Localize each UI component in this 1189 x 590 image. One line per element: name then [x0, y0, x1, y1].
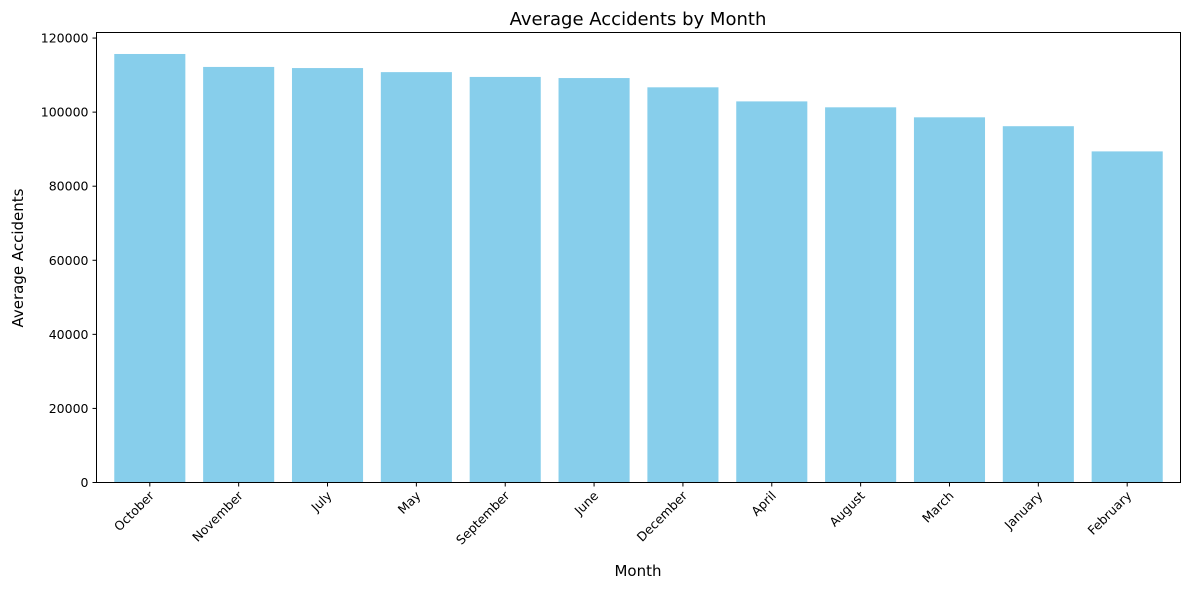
bars-group	[114, 53, 1163, 483]
plot-frame	[96, 32, 1181, 483]
y-axis-ticks: 0 20000 40000 60000 80000 100000 120000	[41, 31, 97, 490]
y-tick-label: 60000	[49, 253, 89, 268]
x-tick-label: June	[571, 488, 602, 519]
x-axis-label: Month	[614, 562, 661, 580]
x-tick-label: March	[919, 488, 957, 526]
x-axis-ticks: October November July May September June Decem…	[111, 482, 1135, 547]
x-tick-label: December	[634, 487, 691, 544]
bar-july	[291, 68, 364, 483]
x-tick-label: October	[111, 487, 158, 534]
y-tick-label: 40000	[49, 327, 89, 342]
y-tick-label: 120000	[41, 31, 89, 46]
x-tick-label: May	[395, 488, 424, 517]
y-tick-label: 0	[81, 475, 89, 490]
y-axis-label: Average Accidents	[9, 188, 27, 327]
bar-april	[736, 101, 808, 483]
y-tick-label: 80000	[49, 179, 89, 194]
bar-december	[647, 87, 719, 483]
x-tick-label: January	[1001, 488, 1046, 533]
y-tick-label: 20000	[49, 401, 89, 416]
chart-title: Average Accidents by Month	[510, 9, 767, 30]
y-tick-label: 100000	[41, 105, 89, 120]
bar-november	[203, 66, 275, 483]
x-tick-label: September	[453, 487, 513, 547]
bar-august	[825, 107, 897, 483]
x-tick-label: February	[1085, 488, 1135, 538]
bar-february	[1091, 151, 1163, 483]
bar-march	[913, 117, 986, 483]
x-tick-label: August	[826, 488, 868, 530]
bar-june	[558, 78, 630, 483]
x-tick-label: April	[748, 488, 779, 519]
bar-january	[1002, 126, 1074, 483]
bar-september	[469, 76, 541, 483]
x-tick-label: July	[307, 488, 335, 516]
x-tick-label: November	[189, 487, 246, 544]
bar-october	[114, 53, 186, 483]
bar-may	[380, 72, 452, 483]
